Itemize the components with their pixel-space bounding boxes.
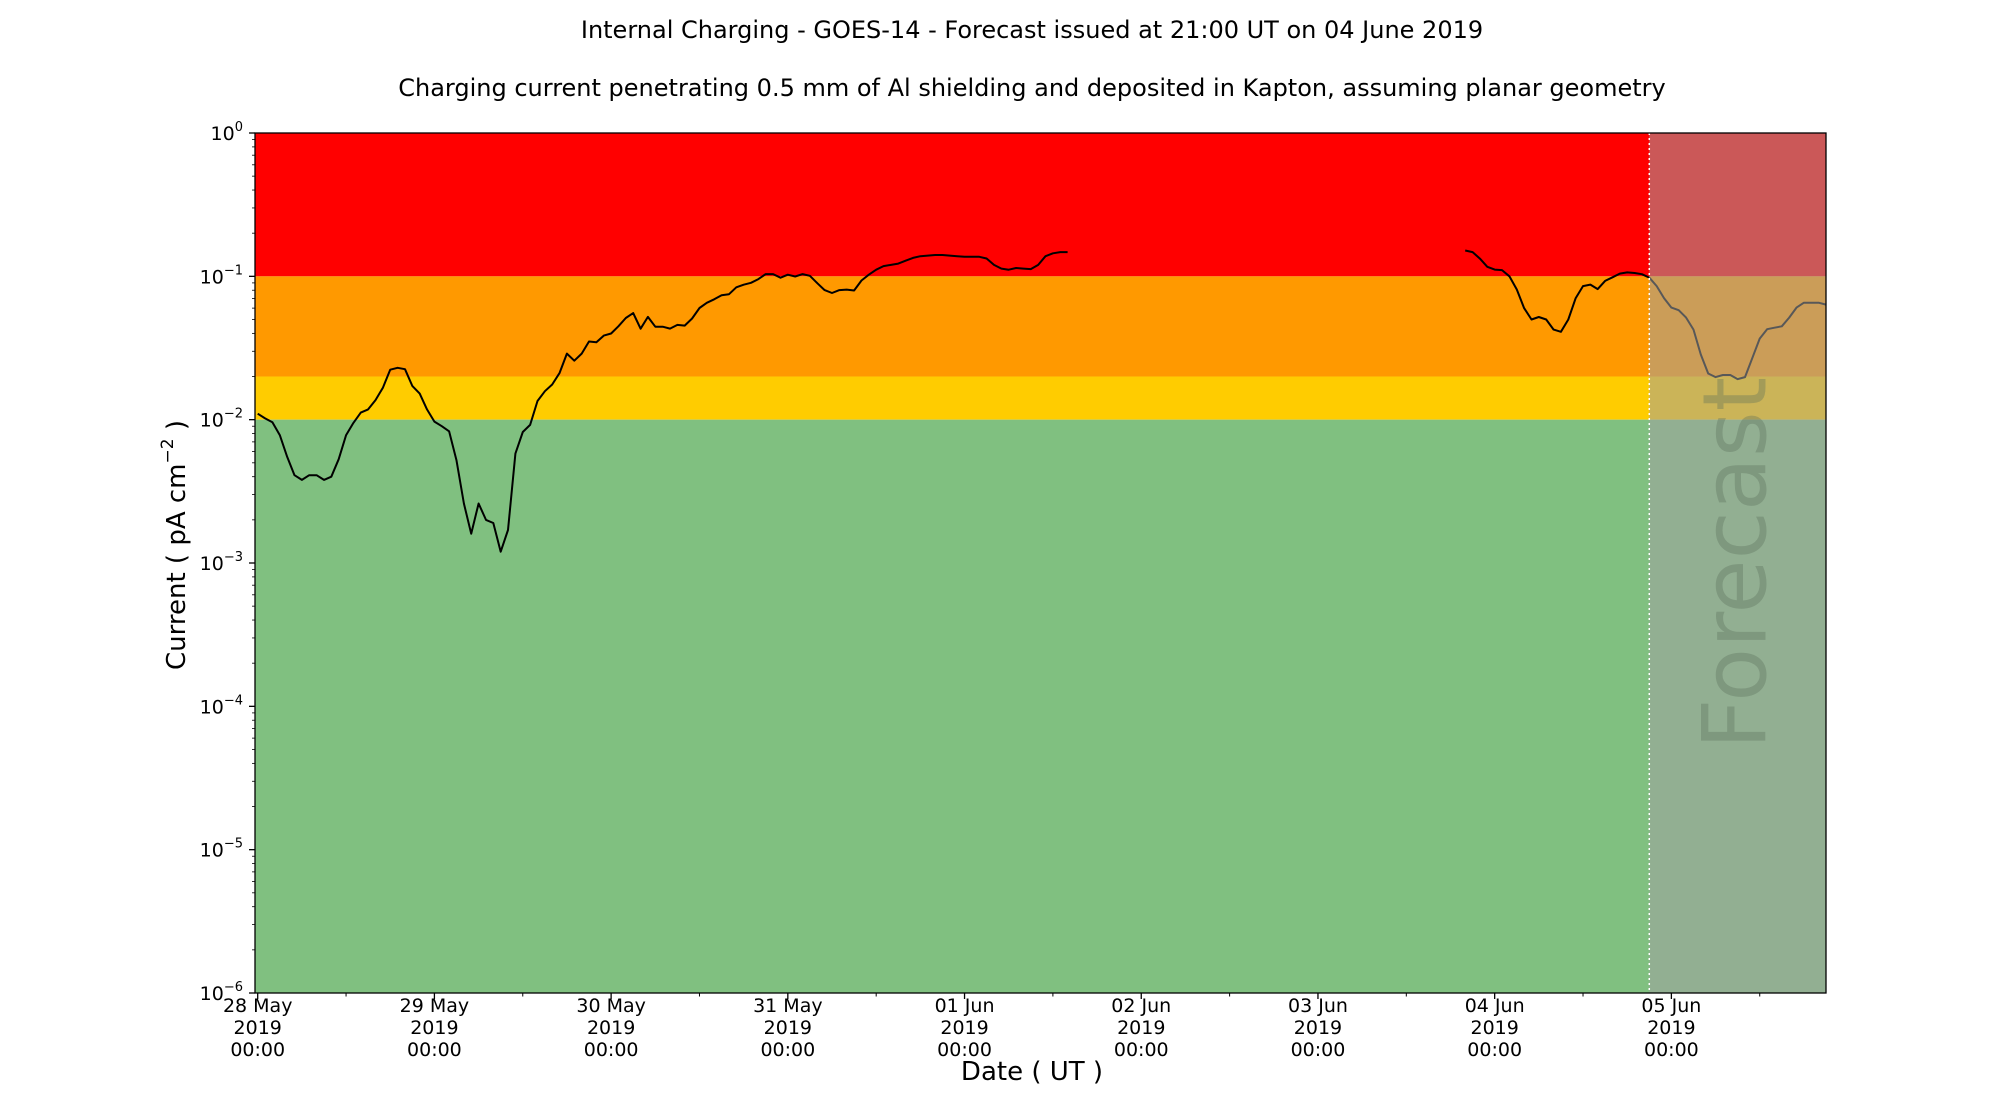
x-tick-label-line: 2019: [410, 1017, 458, 1039]
x-tick-label-line: 30 May: [576, 995, 646, 1017]
risk-band-2: [255, 376, 1826, 420]
x-tick-label-line: 28 May: [223, 995, 293, 1017]
x-tick-label-line: 00:00: [407, 1039, 462, 1061]
y-tick-label-exponent: −2: [224, 407, 243, 422]
y-axis-label-tail: ): [162, 420, 192, 438]
x-tick-label-7: 04 Jun 2019 00:00: [1465, 995, 1525, 1061]
x-tick-label-line: 00:00: [1291, 1039, 1346, 1061]
chart-subtitle: Charging current penetrating 0.5 mm of A…: [398, 74, 1666, 102]
x-tick-label-line: 00:00: [584, 1039, 639, 1061]
x-tick-label-4: 01 Jun 2019 00:00: [935, 995, 995, 1061]
x-tick-label-3: 31 May 2019 00:00: [753, 995, 823, 1061]
x-tick-label-line: 00:00: [1644, 1039, 1699, 1061]
y-tick-label-base: 10: [200, 266, 224, 288]
y-tick-label-exponent: −4: [224, 693, 243, 708]
y-tick-label-6: 10−6: [200, 980, 243, 1005]
series-line-segment-0: [257, 251, 1068, 553]
risk-band-1: [255, 276, 1826, 377]
x-tick-label-8: 05 Jun 2019 00:00: [1641, 995, 1701, 1061]
y-tick-label-exponent: −3: [224, 550, 243, 565]
x-tick-label-1: 29 May 2019 00:00: [400, 995, 470, 1061]
forecast-shading: [1649, 133, 1826, 993]
y-axis-label-main: Current ( pA cm: [162, 463, 192, 670]
y-tick-label-5: 10−5: [200, 837, 243, 862]
chart-title: Internal Charging - GOES-14 - Forecast i…: [581, 16, 1483, 44]
risk-band-0: [255, 133, 1826, 277]
x-tick-label-line: 04 Jun: [1465, 995, 1525, 1017]
x-tick-label-2: 30 May 2019 00:00: [576, 995, 646, 1061]
y-tick-label-base: 10: [200, 840, 224, 862]
y-tick-label-3: 10−3: [200, 550, 243, 575]
y-tick-label-exponent: −5: [224, 837, 243, 852]
x-tick-label-line: 2019: [1294, 1017, 1342, 1039]
x-tick-label-line: 00:00: [1114, 1039, 1169, 1061]
y-axis-label: Current ( pA cm−2 ): [158, 420, 192, 670]
y-tick-label-base: 10: [200, 553, 224, 575]
forecast-label: Forecast: [1684, 377, 1787, 749]
x-tick-label-5: 02 Jun 2019 00:00: [1111, 995, 1171, 1061]
y-tick-label-4: 10−4: [200, 693, 243, 718]
y-tick-label-2: 10−2: [200, 407, 243, 432]
y-tick-label-base: 10: [200, 696, 224, 718]
x-tick-label-line: 2019: [587, 1017, 635, 1039]
y-tick-label-0: 100: [211, 120, 243, 145]
y-tick-label-base: 10: [200, 410, 224, 432]
y-tick-label-exponent: 0: [235, 120, 243, 135]
x-tick-label-line: 31 May: [753, 995, 823, 1017]
x-tick-label-line: 29 May: [400, 995, 470, 1017]
x-tick-label-line: 2019: [234, 1017, 282, 1039]
x-tick-label-line: 2019: [1470, 1017, 1518, 1039]
y-axis-label-exponent: −2: [158, 438, 178, 463]
x-tick-label-line: 02 Jun: [1111, 995, 1171, 1017]
forecast-region: Forecast: [1648, 133, 1826, 993]
x-tick-label-6: 03 Jun 2019 00:00: [1288, 995, 1348, 1061]
y-tick-label-base: 10: [200, 983, 224, 1005]
risk-band-3: [255, 419, 1826, 994]
x-tick-label-line: 2019: [940, 1017, 988, 1039]
x-tick-label-line: 00:00: [937, 1039, 992, 1061]
x-axis-label: Date ( UT ): [961, 1057, 1103, 1087]
x-tick-label-line: 2019: [1117, 1017, 1165, 1039]
x-tick-label-line: 00:00: [1467, 1039, 1522, 1061]
x-tick-label-line: 2019: [764, 1017, 812, 1039]
x-tick-label-line: 05 Jun: [1641, 995, 1701, 1017]
x-tick-label-line: 00:00: [230, 1039, 285, 1061]
x-tick-label-line: 01 Jun: [935, 995, 995, 1017]
y-tick-label-1: 10−1: [200, 263, 243, 288]
y-tick-label-exponent: −1: [224, 263, 243, 278]
y-tick-label-base: 10: [211, 123, 235, 145]
y-tick-label-exponent: −6: [224, 980, 243, 995]
x-tick-label-0: 28 May 2019 00:00: [223, 995, 293, 1061]
x-tick-label-line: 03 Jun: [1288, 995, 1348, 1017]
x-tick-label-line: 2019: [1647, 1017, 1695, 1039]
x-tick-label-line: 00:00: [760, 1039, 815, 1061]
